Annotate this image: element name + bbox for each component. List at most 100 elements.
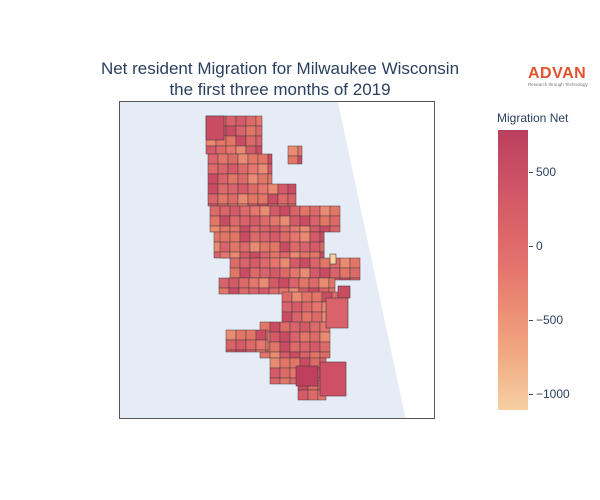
census-tract[interactable] bbox=[255, 125, 263, 137]
census-tract[interactable] bbox=[349, 267, 361, 279]
census-tract[interactable] bbox=[269, 251, 281, 259]
census-tract[interactable] bbox=[319, 225, 331, 233]
census-tract[interactable] bbox=[207, 173, 219, 185]
census-tract[interactable] bbox=[319, 231, 325, 243]
census-tract[interactable] bbox=[277, 193, 289, 205]
census-tract[interactable] bbox=[225, 339, 237, 351]
census-tract[interactable] bbox=[217, 153, 229, 165]
census-tract[interactable] bbox=[319, 251, 325, 259]
census-tract[interactable] bbox=[225, 115, 237, 127]
census-tract[interactable] bbox=[328, 277, 336, 289]
map-plot-area[interactable] bbox=[119, 101, 435, 419]
census-tract[interactable] bbox=[269, 377, 281, 385]
census-tract[interactable] bbox=[278, 277, 290, 289]
census-tract[interactable] bbox=[229, 241, 241, 253]
census-tract[interactable] bbox=[245, 339, 257, 351]
census-tract[interactable] bbox=[239, 205, 251, 217]
census-tract[interactable] bbox=[279, 351, 291, 359]
census-tract[interactable] bbox=[218, 277, 230, 289]
census-tract[interactable] bbox=[209, 215, 221, 227]
census-tract[interactable] bbox=[291, 291, 303, 303]
census-tract[interactable] bbox=[269, 215, 281, 227]
census-tract[interactable] bbox=[339, 257, 351, 269]
census-tract[interactable] bbox=[225, 145, 237, 155]
census-tract[interactable] bbox=[289, 331, 301, 343]
census-tract[interactable] bbox=[245, 135, 257, 147]
census-tract[interactable] bbox=[339, 277, 351, 281]
census-tract[interactable] bbox=[265, 329, 269, 341]
census-tract[interactable] bbox=[289, 231, 301, 243]
census-tract[interactable] bbox=[247, 163, 259, 175]
census-tract[interactable] bbox=[258, 277, 270, 289]
census-tract[interactable] bbox=[309, 351, 321, 359]
census-tract[interactable] bbox=[245, 329, 257, 341]
census-tract[interactable] bbox=[259, 215, 271, 227]
census-tract[interactable] bbox=[287, 203, 297, 207]
census-tract[interactable] bbox=[248, 287, 260, 295]
census-tract[interactable] bbox=[269, 341, 281, 353]
census-tract[interactable] bbox=[239, 225, 251, 233]
census-tract[interactable] bbox=[329, 205, 341, 217]
census-tract[interactable] bbox=[249, 225, 261, 233]
census-tract[interactable] bbox=[237, 163, 249, 175]
census-tract[interactable] bbox=[349, 257, 361, 269]
census-tract[interactable] bbox=[247, 153, 259, 165]
census-tract[interactable] bbox=[269, 321, 281, 333]
census-tract[interactable] bbox=[227, 183, 239, 195]
census-tract[interactable] bbox=[255, 339, 267, 351]
census-tract[interactable] bbox=[217, 183, 229, 195]
census-tract[interactable] bbox=[319, 361, 347, 397]
census-tract[interactable] bbox=[307, 389, 319, 401]
census-tract[interactable] bbox=[248, 277, 260, 289]
census-tract[interactable] bbox=[267, 203, 279, 207]
census-tract[interactable] bbox=[207, 193, 219, 205]
census-tracts[interactable] bbox=[205, 115, 361, 401]
census-tract[interactable] bbox=[269, 357, 281, 369]
census-tract[interactable] bbox=[265, 349, 269, 353]
census-tract[interactable] bbox=[269, 225, 281, 233]
census-tract[interactable] bbox=[237, 193, 249, 205]
census-tract[interactable] bbox=[235, 115, 247, 127]
census-tract[interactable] bbox=[247, 183, 259, 195]
census-tract[interactable] bbox=[259, 205, 271, 217]
census-tract[interactable] bbox=[219, 241, 231, 253]
census-tract[interactable] bbox=[267, 183, 279, 195]
census-tract[interactable] bbox=[329, 225, 341, 233]
census-tract[interactable] bbox=[279, 225, 291, 233]
census-tract[interactable] bbox=[229, 251, 241, 259]
census-tract[interactable] bbox=[281, 301, 293, 313]
census-tract[interactable] bbox=[219, 225, 231, 233]
census-tract[interactable] bbox=[245, 125, 257, 137]
census-tract[interactable] bbox=[299, 341, 311, 353]
choropleth-map[interactable] bbox=[120, 102, 435, 419]
census-tract[interactable] bbox=[289, 205, 301, 217]
census-tract[interactable] bbox=[235, 125, 247, 137]
census-tract[interactable] bbox=[249, 215, 261, 227]
census-tract[interactable] bbox=[269, 267, 281, 279]
census-tract[interactable] bbox=[279, 257, 291, 269]
census-tract[interactable] bbox=[228, 287, 240, 295]
census-tract[interactable] bbox=[319, 351, 331, 359]
census-tract[interactable] bbox=[259, 267, 271, 279]
census-tract[interactable] bbox=[228, 277, 240, 289]
census-tract[interactable] bbox=[259, 225, 271, 233]
census-tract[interactable] bbox=[249, 231, 261, 243]
census-tract[interactable] bbox=[279, 267, 291, 279]
census-tract[interactable] bbox=[299, 205, 311, 217]
census-tract[interactable] bbox=[279, 331, 291, 343]
census-tract[interactable] bbox=[309, 257, 321, 269]
census-tract[interactable] bbox=[299, 215, 311, 227]
census-tract[interactable] bbox=[239, 267, 251, 279]
census-tract[interactable] bbox=[281, 311, 293, 323]
census-tract[interactable] bbox=[257, 163, 269, 175]
census-tract[interactable] bbox=[237, 183, 249, 195]
census-tract[interactable] bbox=[289, 225, 301, 233]
census-tract[interactable] bbox=[311, 301, 323, 313]
census-tract[interactable] bbox=[289, 341, 301, 353]
census-tract[interactable] bbox=[318, 277, 330, 289]
census-tract[interactable] bbox=[319, 341, 331, 353]
census-tract[interactable] bbox=[205, 115, 225, 141]
census-tract[interactable] bbox=[219, 205, 231, 217]
census-tract[interactable] bbox=[255, 349, 267, 353]
census-tract[interactable] bbox=[281, 291, 293, 303]
